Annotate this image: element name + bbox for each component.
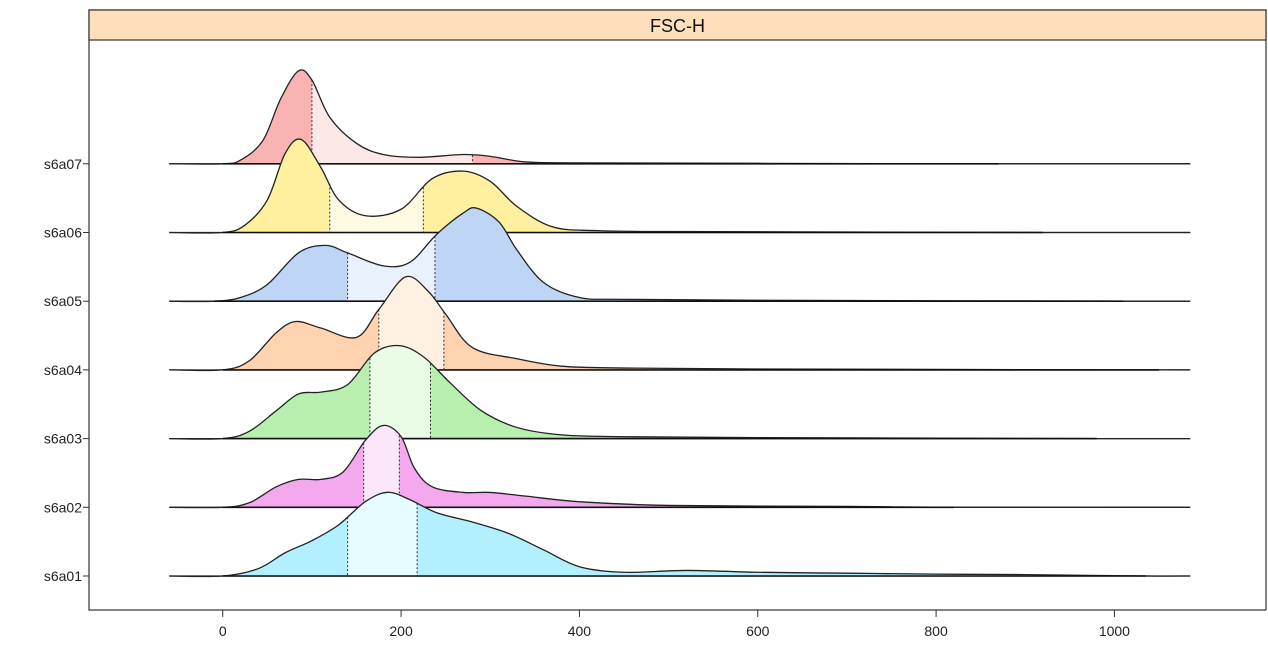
density-area-s6a01 [169,492,1191,577]
y-tick-label-s6a01: s6a01 [44,568,82,584]
iqr-area-s6a06 [329,185,424,233]
y-tick-label-s6a02: s6a02 [44,499,82,515]
y-tick-label-s6a03: s6a03 [44,431,82,447]
series-s6a06 [169,138,1191,234]
series-s6a01 [169,491,1191,578]
x-axis: 0 200 400 600 800 1000 [219,610,1130,639]
y-tick-label-s6a05: s6a05 [44,293,82,309]
y-axis-labels: s6a07 s6a06 s6a05 s6a04 s6a03 s6a02 s6a01 [44,156,89,584]
iqr-area-s6a02 [363,425,400,508]
density-area-s6a02 [169,425,1191,508]
strip-background [88,9,1267,41]
density-curve-s6a01 [169,491,1191,578]
x-tick-label-1000: 1000 [1099,623,1130,639]
density-series [169,69,1191,578]
density-area-s6a07 [169,69,1191,165]
series-s6a07 [169,69,1191,165]
iqr-area-s6a07 [311,80,473,164]
x-tick-label-400: 400 [568,623,592,639]
series-s6a03 [169,344,1191,440]
x-tick-label-800: 800 [924,623,948,639]
series-s6a02 [169,424,1191,509]
panel-strip: FSC-H [88,9,1267,41]
y-tick-label-s6a04: s6a04 [44,362,82,378]
x-tick-label-0: 0 [219,623,227,639]
iqr-area-s6a03 [369,345,431,439]
density-curve-s6a02 [169,424,1191,509]
density-area-s6a06 [169,139,1191,234]
x-tick-label-200: 200 [389,623,413,639]
y-tick-label-s6a06: s6a06 [44,225,82,241]
x-tick-label-600: 600 [746,623,770,639]
panel-title: FSC-H [650,16,705,36]
iqr-area-s6a01 [347,492,418,576]
y-tick-label-s6a07: s6a07 [44,156,82,172]
